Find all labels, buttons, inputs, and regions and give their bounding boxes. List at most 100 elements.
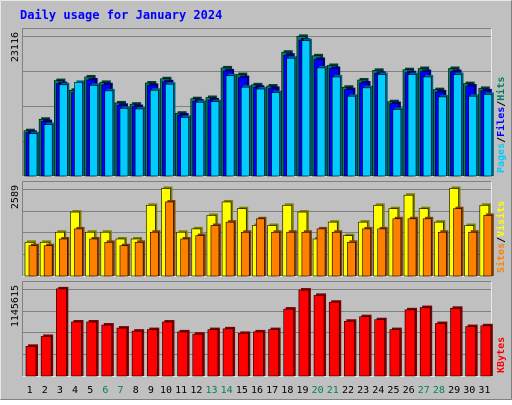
bar-sites — [422, 218, 432, 277]
legend: KBytes — [496, 337, 507, 373]
bar-kbytes — [450, 308, 461, 377]
bar-pages — [347, 95, 356, 177]
y-axis-max-label: 23116 — [10, 32, 21, 62]
x-tick-label-day: 20 — [312, 385, 324, 396]
x-tick-label-day: 13 — [205, 385, 217, 396]
bar-sites — [74, 228, 83, 277]
legend-entry: Files — [495, 107, 507, 137]
bar-kbytes — [283, 308, 295, 377]
bar-sites — [271, 231, 280, 277]
bar-pages — [180, 117, 189, 177]
bar-kbytes — [389, 329, 401, 377]
x-tick-label-day: 23 — [357, 385, 369, 396]
x-tick-label-day: 2 — [42, 385, 48, 396]
bar-sites — [43, 245, 53, 277]
y-axis-max-label: 1145615 — [10, 285, 21, 327]
bar-pages — [468, 95, 477, 177]
bar-pages — [438, 96, 447, 177]
x-tick-label-day: 17 — [266, 385, 278, 396]
bar-sites — [468, 231, 477, 277]
bar-kbytes — [131, 330, 143, 377]
x-tick-label-day: 1 — [27, 385, 33, 396]
bar-sites — [240, 231, 250, 277]
bar-sites — [347, 242, 356, 277]
x-tick-label-day: 19 — [296, 385, 308, 396]
bar-kbytes — [268, 329, 279, 377]
x-tick-label-day: 16 — [251, 385, 263, 396]
x-tick-label-day: 5 — [87, 385, 93, 396]
bar-pages — [331, 76, 341, 177]
x-tick-label-day: 14 — [221, 385, 233, 396]
bar-pages — [240, 86, 250, 177]
legend-entry: Hits — [495, 77, 507, 101]
bar-kbytes — [344, 320, 355, 377]
legend-entry: Pages — [496, 143, 507, 173]
bar-kbytes — [419, 307, 431, 377]
bar-kbytes — [237, 333, 249, 377]
bar-pages — [301, 40, 311, 177]
bar-sites — [377, 228, 387, 277]
bar-sites — [483, 215, 493, 277]
bar-pages — [104, 90, 114, 177]
bar-pages — [453, 74, 462, 177]
bar-sites — [362, 228, 371, 277]
bar-sites — [89, 238, 98, 277]
bar-pages — [149, 89, 159, 177]
bar-sites — [438, 231, 447, 277]
bar-kbytes — [207, 329, 219, 377]
bar-kbytes — [222, 328, 234, 377]
bar-pages — [407, 74, 417, 177]
panel-sites-visits: 2589 Sites/Visits — [10, 181, 507, 277]
legend-entry: / — [496, 137, 507, 143]
bar-kbytes — [404, 309, 416, 377]
legend: Sites/Visits — [495, 201, 507, 273]
bar-kbytes — [298, 289, 310, 377]
bar-sites — [331, 231, 341, 277]
bar-sites — [104, 242, 114, 277]
bar-sites — [180, 238, 189, 277]
bar-sites — [286, 231, 296, 277]
bar-pages — [362, 87, 371, 177]
x-tick-label-day: 3 — [57, 385, 63, 396]
bar-pages — [271, 92, 280, 177]
x-tick-label-day: 31 — [478, 385, 490, 396]
bar-pages — [74, 82, 83, 177]
bar-kbytes — [465, 326, 476, 377]
bar-kbytes — [146, 329, 158, 377]
x-tick-label-day: 6 — [102, 385, 108, 396]
bar-kbytes — [116, 327, 128, 377]
bar-pages — [286, 57, 296, 177]
legend-entry: / — [496, 101, 507, 107]
chart-title: Daily usage for January 2024 — [20, 8, 222, 22]
bar-pages — [134, 108, 144, 177]
bar-pages — [210, 101, 220, 177]
x-tick-label-day: 24 — [372, 385, 384, 396]
bar-kbytes — [25, 346, 37, 377]
bar-sites — [134, 242, 144, 277]
x-tick-label-day: 18 — [281, 385, 293, 396]
x-tick-label-day: 7 — [118, 385, 124, 396]
x-tick-label-day: 22 — [342, 385, 354, 396]
bar-kbytes — [253, 331, 264, 377]
legend-entry: / — [496, 237, 507, 243]
x-tick-label-day: 11 — [175, 385, 187, 396]
x-tick-label-day: 26 — [403, 385, 415, 396]
x-tick-label-day: 12 — [190, 385, 202, 396]
bar-kbytes — [71, 321, 82, 377]
bar-kbytes — [313, 295, 325, 377]
bar-kbytes — [177, 331, 188, 377]
bar-pages — [377, 74, 387, 177]
legend: Pages/Files/Hits — [495, 77, 507, 173]
bar-sites — [59, 238, 68, 277]
bar-sites — [210, 225, 220, 277]
x-tick-label-day: 21 — [327, 385, 339, 396]
bar-pages — [256, 88, 265, 177]
bar-kbytes — [192, 333, 204, 377]
bar-pages — [59, 84, 68, 177]
bar-kbytes — [374, 319, 386, 377]
bar-sites — [165, 201, 174, 277]
bar-pages — [422, 76, 432, 177]
x-tick-label-day: 28 — [433, 385, 445, 396]
chart-panels: 23116Pages/Files/Hits2589Sites/Visits114… — [10, 28, 507, 377]
